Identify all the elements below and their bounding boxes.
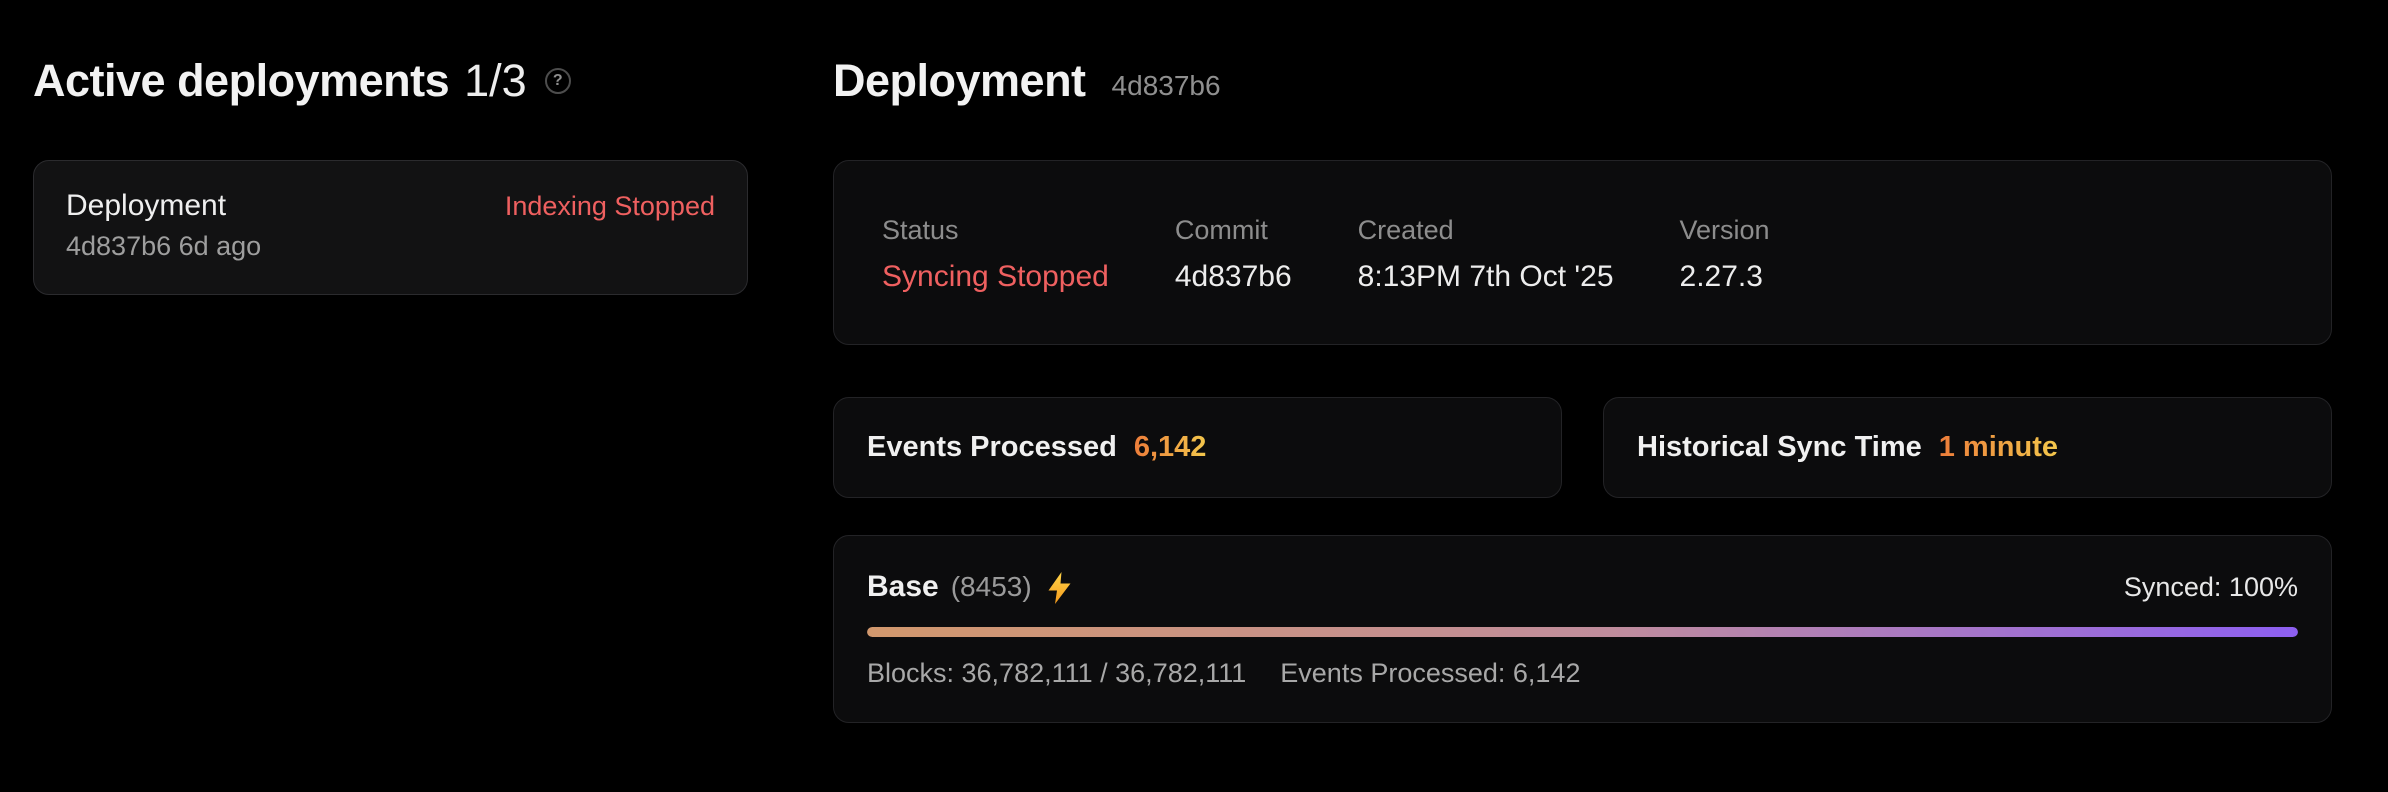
overview-column-status: Status Syncing Stopped <box>882 213 1109 344</box>
deployment-list-item-status: Indexing Stopped <box>504 191 715 221</box>
chain-stats-line: Blocks: 36,782,111 / 36,782,111 Events P… <box>867 658 2298 689</box>
help-icon[interactable]: ? <box>544 68 571 94</box>
overview-column-created: Created 8:13PM 7th Oct '25 <box>1358 213 1614 344</box>
chain-name: Base <box>867 570 939 603</box>
chain-blocks-stat: Blocks: 36,782,111 / 36,782,111 <box>867 658 1247 688</box>
chain-id: (8453) <box>950 571 1032 602</box>
status-label: Status <box>882 215 959 245</box>
overview-column-version: Version 2.27.3 <box>1680 213 1770 344</box>
historical-sync-time-card: Historical Sync Time 1 minute <box>1603 397 2332 498</box>
active-deployments-header: Active deployments 1/3 ? <box>33 50 748 112</box>
active-deployments-panel: Active deployments 1/3 ? Deployment Inde… <box>33 50 748 723</box>
chain-synced-percent: Synced: 100% <box>2123 571 2298 602</box>
stats-row: Events Processed 6,142 Historical Sync T… <box>833 397 2332 498</box>
events-processed-label: Events Processed <box>867 431 1117 463</box>
deployment-list-item-meta: 4d837b6 6d ago <box>66 231 262 261</box>
version-label: Version <box>1679 215 1770 245</box>
version-value: 2.27.3 <box>1679 260 1763 293</box>
deployment-detail-title: Deployment <box>833 55 1086 106</box>
chain-sync-card: Base (8453) Synced: 100% Blocks: <box>833 535 2332 723</box>
sync-progress-bar <box>867 627 2298 637</box>
chain-sync-header: Base (8453) Synced: 100% <box>867 570 2298 604</box>
deployment-detail-header: Deployment 4d837b6 <box>833 50 2332 112</box>
deployment-list-item-name: Deployment <box>66 189 227 222</box>
deployment-hash: 4d837b6 <box>1111 70 1221 101</box>
events-processed-card: Events Processed 6,142 <box>833 397 1562 498</box>
commit-label: Commit <box>1174 215 1268 245</box>
historical-sync-time-value: 1 minute <box>1938 431 2058 463</box>
historical-sync-time-label: Historical Sync Time <box>1637 431 1922 463</box>
sync-progress-fill <box>867 627 2298 637</box>
created-value: 8:13PM 7th Oct '25 <box>1357 260 1614 293</box>
overview-column-commit: Commit 4d837b6 <box>1175 213 1292 344</box>
events-processed-value: 6,142 <box>1133 431 1207 463</box>
deployment-overview-card: Status Syncing Stopped Commit 4d837b6 Cr… <box>833 160 2332 345</box>
status-value: Syncing Stopped <box>882 260 1109 293</box>
chain-events-stat: Events Processed: 6,142 <box>1280 658 1581 688</box>
deployment-list-item[interactable]: Deployment Indexing Stopped 4d837b6 6d a… <box>33 160 748 295</box>
active-deployments-title: Active deployments <box>33 55 450 106</box>
page: Active deployments 1/3 ? Deployment Inde… <box>33 50 2332 723</box>
deployment-list-item-top: Deployment Indexing Stopped <box>66 189 715 223</box>
commit-value: 4d837b6 <box>1174 260 1292 293</box>
deployment-detail-panel: Deployment 4d837b6 Status Syncing Stoppe… <box>833 50 2332 723</box>
active-deployments-count: 1/3 <box>464 55 527 106</box>
lightning-icon <box>1048 572 1071 604</box>
created-label: Created <box>1357 215 1454 245</box>
